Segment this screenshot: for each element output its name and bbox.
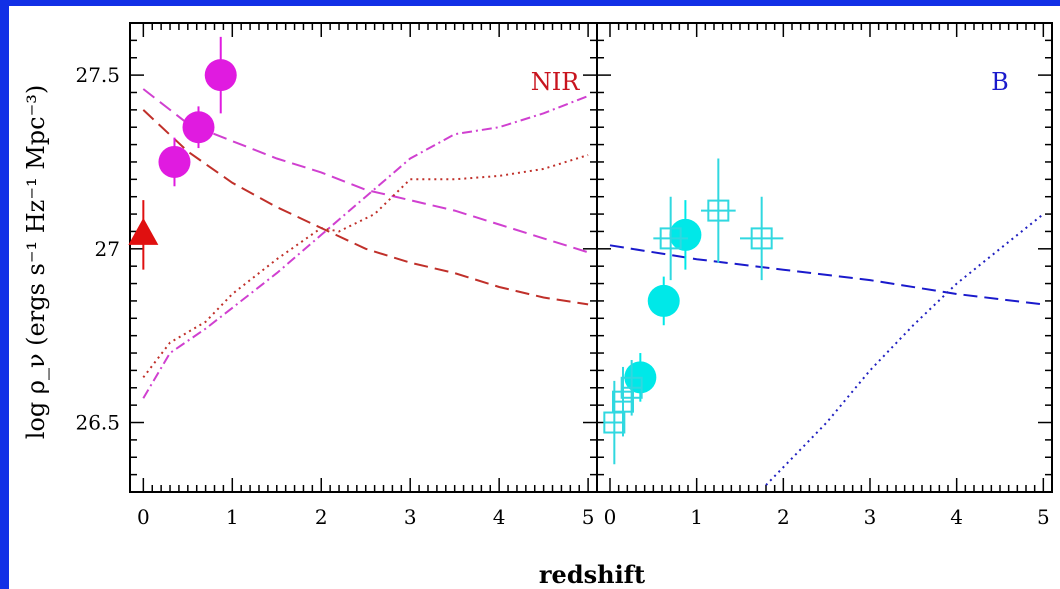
nir-x-tick-label: 5	[582, 505, 595, 529]
b-data-point	[701, 158, 736, 263]
nir-panel: 0 1 2 3 4 5 26.5 27 27.5 NIR	[75, 22, 598, 529]
circle-marker	[647, 284, 680, 317]
y-axis-title: log ρ_ν (ergs s⁻¹ Hz⁻¹ Mpc⁻³)	[22, 85, 50, 440]
y-tick-label: 27.5	[75, 63, 120, 87]
b-x-tick-label: 0	[604, 505, 617, 529]
b-x-tick-label: 4	[950, 505, 963, 529]
b-x-tick-label: 3	[864, 505, 877, 529]
b-data-point	[653, 196, 688, 281]
circle-marker	[669, 218, 702, 251]
square-marker	[750, 227, 773, 250]
nir-x-tick-label: 3	[404, 505, 417, 529]
nir-model-curve	[142, 109, 589, 306]
nir-data-points	[128, 36, 237, 270]
square-marker	[707, 199, 730, 222]
b-plot-frame	[596, 22, 1053, 493]
circle-marker	[158, 145, 191, 178]
nir-model-curve	[142, 154, 589, 379]
nir-plot-frame	[129, 22, 598, 493]
b-model-curve	[765, 213, 1044, 486]
b-data-points	[603, 158, 784, 465]
b-panel: 0 1 2 3 4 5 B	[596, 22, 1053, 529]
nir-data-point	[204, 36, 237, 114]
nir-data-point	[158, 137, 191, 187]
b-ticks: 0 1 2 3 4 5	[597, 23, 1052, 529]
b-x-tick-label: 2	[777, 505, 790, 529]
y-tick-label: 26.5	[75, 411, 120, 435]
square-marker	[620, 376, 643, 399]
b-data-point	[669, 200, 702, 270]
circle-marker	[204, 59, 237, 92]
b-data-point	[620, 359, 643, 416]
nir-x-tick-label: 2	[315, 505, 328, 529]
nir-panel-label: NIR	[531, 68, 580, 96]
nir-model-curves	[142, 88, 589, 399]
b-x-tick-label: 1	[690, 505, 703, 529]
b-model-curves	[609, 213, 1044, 486]
nir-x-tick-label: 0	[137, 505, 150, 529]
b-x-tick-label: 5	[1037, 505, 1050, 529]
square-marker	[612, 390, 634, 413]
nir-x-tick-label: 1	[226, 505, 239, 529]
b-model-curve	[609, 244, 1044, 306]
nir-model-curve	[142, 95, 589, 399]
y-tick-label: 27	[95, 237, 120, 261]
nir-model-curve	[142, 88, 589, 254]
b-data-point	[740, 196, 784, 281]
nir-data-point	[182, 106, 215, 149]
b-data-point	[647, 276, 680, 326]
b-panel-label: B	[991, 68, 1009, 96]
circle-marker	[182, 111, 215, 144]
x-axis-title: redshift	[539, 560, 645, 589]
square-marker	[659, 227, 682, 250]
nir-x-tick-label: 4	[493, 505, 506, 529]
nir-ticks: 0 1 2 3 4 5 26.5 27 27.5	[75, 23, 597, 529]
triangle-marker	[128, 217, 159, 245]
nir-data-point	[128, 200, 159, 270]
